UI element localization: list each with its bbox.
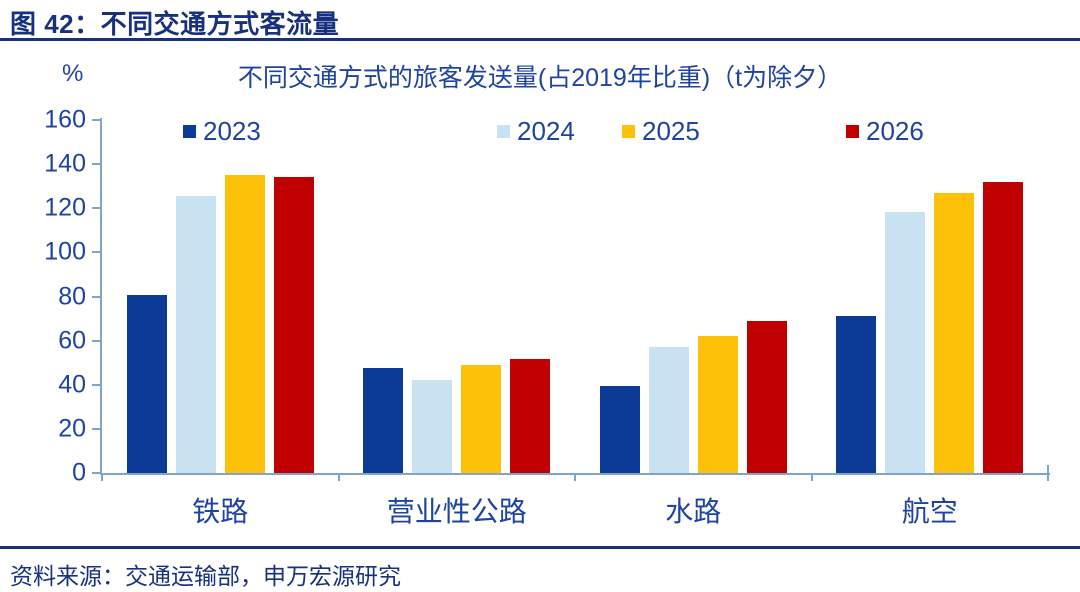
x-axis-labels-row: 铁路 营业性公路 水路 航空 <box>102 490 1048 530</box>
y-axis-tick-mark <box>92 339 101 342</box>
chart-title: 不同交通方式的旅客发送量(占2019年比重)（t为除夕） <box>237 64 843 92</box>
bar-series-1-cat-1 <box>126 295 167 473</box>
y-axis-tick-label: 20 <box>58 414 86 443</box>
bar-series-2-cat-4 <box>885 211 926 473</box>
bar-group-1 <box>102 120 339 473</box>
legend-label-series-4: 2026 <box>866 116 924 146</box>
y-axis-tick-mark <box>92 427 101 430</box>
y-axis-tick-label: 120 <box>44 193 86 222</box>
bar-group-3 <box>575 120 812 473</box>
legend-label-series-3: 2025 <box>642 116 700 146</box>
bar-groups-container <box>102 120 1048 473</box>
x-axis-end-tick <box>1047 465 1049 473</box>
y-axis-tick-mark <box>92 251 101 254</box>
y-axis-tick-label: 160 <box>44 105 86 134</box>
legend-label-series-1: 2023 <box>203 116 261 146</box>
x-axis-category-label: 铁路 <box>192 496 249 527</box>
legend-item-2026: 2026 <box>846 116 924 147</box>
x-axis-category-label: 水路 <box>665 496 722 527</box>
y-axis-tick-mark <box>92 295 101 298</box>
y-axis-tick-label: 0 <box>72 458 86 487</box>
x-axis-tick-mark <box>337 475 340 481</box>
bar-series-2-cat-3 <box>648 347 689 473</box>
footer-divider-rule <box>0 546 1080 549</box>
x-axis-category-label: 营业性公路 <box>386 496 527 527</box>
y-axis-tick-mark <box>92 207 101 210</box>
source-attribution: 资料来源：交通运输部，申万宏源研究 <box>10 563 401 589</box>
legend-item-2024: 2024 <box>497 116 575 147</box>
x-axis-line <box>100 473 1050 475</box>
legend-swatch-series-3 <box>622 125 635 138</box>
y-axis-tick-label: 60 <box>58 326 86 355</box>
x-axis-tick-mark <box>1047 475 1049 481</box>
y-axis-tick-label: 80 <box>58 282 86 310</box>
bar-series-3-cat-1 <box>224 175 265 473</box>
y-axis-line <box>100 118 102 475</box>
bar-series-1-cat-2 <box>363 368 404 473</box>
legend-swatch-series-2 <box>497 125 510 138</box>
y-axis-tick-label: 100 <box>44 237 86 266</box>
bar-series-1-cat-4 <box>836 316 877 473</box>
y-axis-tick-label: 40 <box>58 370 86 399</box>
figure-header-title: 图 42：不同交通方式客流量 <box>10 9 340 39</box>
x-axis-tick-mark <box>101 475 103 481</box>
y-axis-tick-mark <box>92 163 101 166</box>
legend-swatch-series-4 <box>846 125 859 138</box>
bar-group-2 <box>339 120 576 473</box>
legend-item-2025: 2025 <box>622 116 700 147</box>
x-axis-tick-mark <box>810 475 813 481</box>
bar-series-1-cat-3 <box>599 385 640 473</box>
bar-series-3-cat-2 <box>461 364 502 473</box>
legend-item-2023: 2023 <box>183 116 261 147</box>
bar-series-2-cat-2 <box>412 380 453 473</box>
header-divider-rule <box>0 38 1080 41</box>
y-axis-tick-mark <box>92 119 101 121</box>
bar-series-3-cat-4 <box>934 192 975 473</box>
y-axis-tick-mark <box>92 383 101 386</box>
bar-series-3-cat-3 <box>697 336 738 473</box>
bar-series-4-cat-3 <box>746 320 787 473</box>
bar-group-4 <box>812 120 1049 473</box>
bar-series-4-cat-1 <box>273 177 314 473</box>
bar-series-2-cat-1 <box>175 196 216 473</box>
y-axis-unit-label: % <box>62 60 84 87</box>
bar-series-4-cat-2 <box>510 359 551 473</box>
y-axis-tick-label: 140 <box>44 149 86 178</box>
x-axis-tick-mark <box>574 475 576 481</box>
legend-label-series-2: 2024 <box>517 116 575 146</box>
y-axis-tick-mark <box>92 472 101 474</box>
bar-series-4-cat-4 <box>983 181 1024 473</box>
legend-swatch-series-1 <box>183 125 196 138</box>
x-axis-category-label: 航空 <box>901 496 958 527</box>
